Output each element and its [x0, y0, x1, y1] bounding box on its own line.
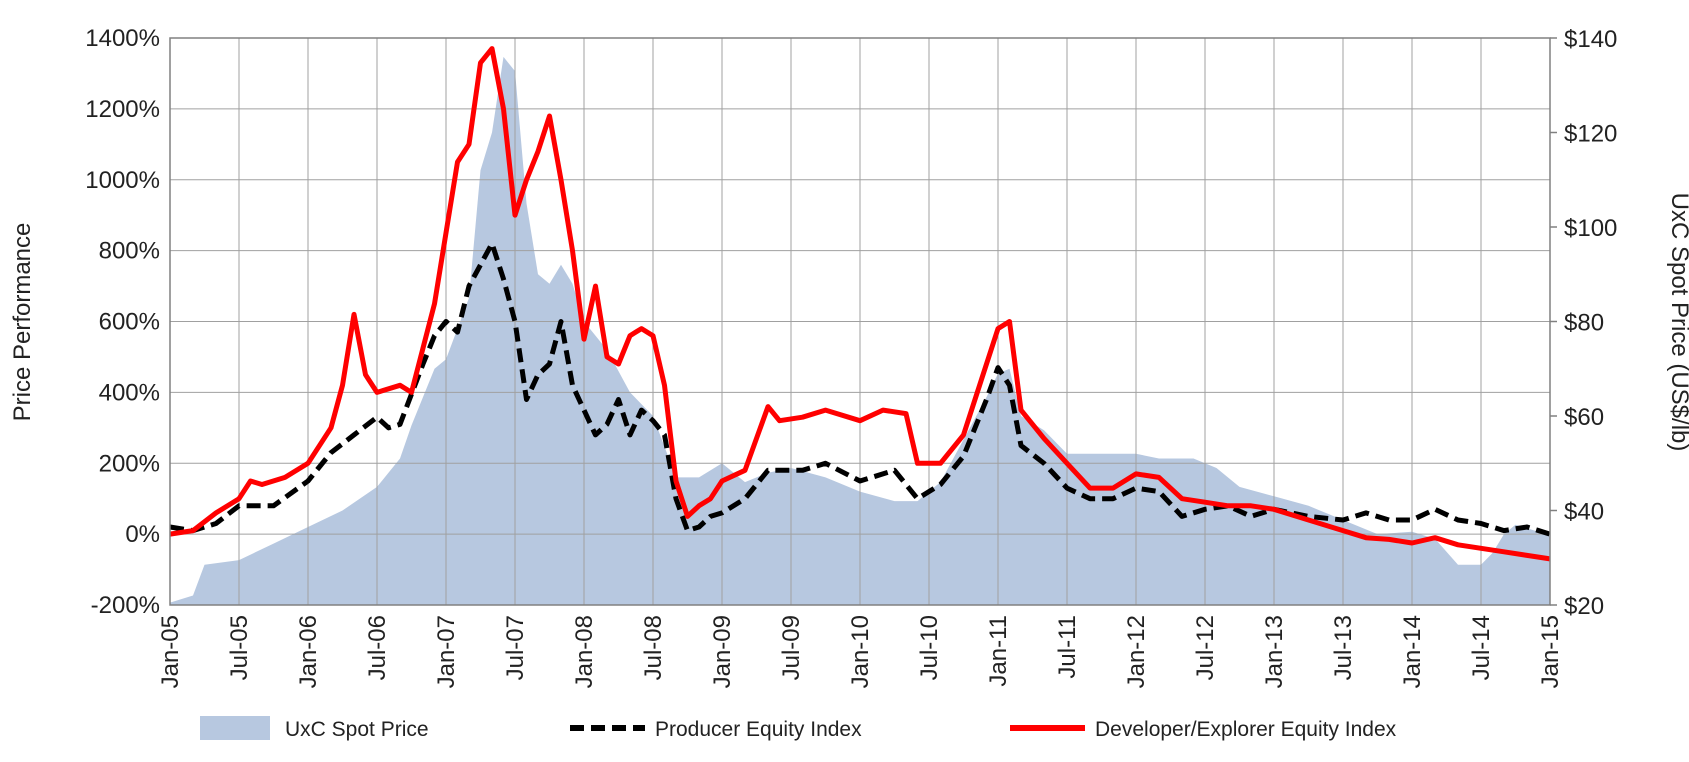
series-developer-explorer-line	[169, 46, 1551, 562]
x-tick-label: Jan-07	[433, 615, 460, 688]
series-producer-equity-line	[169, 241, 1551, 537]
x-tick-label: Jan-05	[157, 615, 184, 688]
legend-label: Producer Equity Index	[655, 718, 862, 741]
x-axis-ticks: Jan-05 Jul-05 Jan-06 Jul-06 Jan-07 Jul-07 Jan-…	[157, 615, 1564, 688]
y-left-tick-label: 1000%	[85, 167, 160, 194]
y-right-tick-label: $40	[1564, 499, 1604, 526]
x-tick-label: Jan-15	[1537, 615, 1564, 688]
x-tick-label: Jul-10	[916, 615, 943, 680]
y-right-tick-label: $60	[1564, 404, 1604, 431]
x-tick-label: Jan-09	[709, 615, 736, 688]
y-left-tick-label: 600%	[99, 309, 160, 336]
x-tick-label: Jan-08	[571, 615, 598, 688]
legend-label: UxC Spot Price	[285, 718, 429, 741]
x-tick-label: Jan-06	[295, 615, 322, 688]
right-axis-title: UxC Spot Price (US$/lb)	[1666, 193, 1689, 452]
y-left-tick-label: 0%	[125, 521, 160, 548]
x-tick-label: Jan-14	[1399, 615, 1426, 688]
legend-swatch-area	[200, 716, 270, 740]
left-axis-title: Price Performance	[9, 223, 36, 422]
y-left-tick-label: 400%	[99, 379, 160, 406]
x-tick-label: Jul-09	[778, 615, 805, 680]
x-tick-label: Jan-13	[1261, 615, 1288, 688]
x-tick-label: Jul-12	[1192, 615, 1219, 680]
y-left-tick-label: 1200%	[85, 96, 160, 123]
y-left-tick-label: -200%	[91, 592, 160, 619]
legend-label: Developer/Explorer Equity Index	[1095, 718, 1397, 741]
y-right-tick-label: $120	[1564, 121, 1617, 148]
x-tick-label: Jan-11	[985, 615, 1012, 687]
series-lines	[169, 46, 1551, 562]
legend: UxC Spot Price Producer Equity Index Devel…	[200, 716, 1397, 741]
x-tick-label: Jan-10	[847, 615, 874, 688]
y-right-tick-label: $140	[1564, 26, 1617, 53]
y-left-tick-label: 200%	[99, 450, 160, 477]
y-left-tick-label: 1400%	[85, 25, 160, 52]
right-axis-ticks: $140 $120 $100 $80 $60 $40 $20	[1550, 26, 1617, 620]
y-right-tick-label: $80	[1564, 310, 1604, 337]
x-tick-label: Jan-12	[1123, 615, 1150, 688]
left-axis-ticks: 1400% 1200% 1000% 800% 600% 400% 200% 0% -200%	[85, 25, 160, 619]
x-tick-label: Jul-08	[640, 615, 667, 680]
y-right-tick-label: $100	[1564, 215, 1617, 242]
y-left-tick-label: 800%	[99, 238, 160, 265]
x-tick-label: Jul-07	[502, 615, 529, 680]
x-tick-label: Jul-05	[226, 615, 253, 680]
x-tick-label: Jul-14	[1468, 615, 1495, 680]
x-tick-label: Jul-13	[1330, 615, 1357, 680]
y-right-tick-label: $20	[1564, 593, 1604, 620]
x-tick-label: Jul-06	[364, 615, 391, 680]
x-tick-label: Jul-11	[1054, 615, 1081, 679]
